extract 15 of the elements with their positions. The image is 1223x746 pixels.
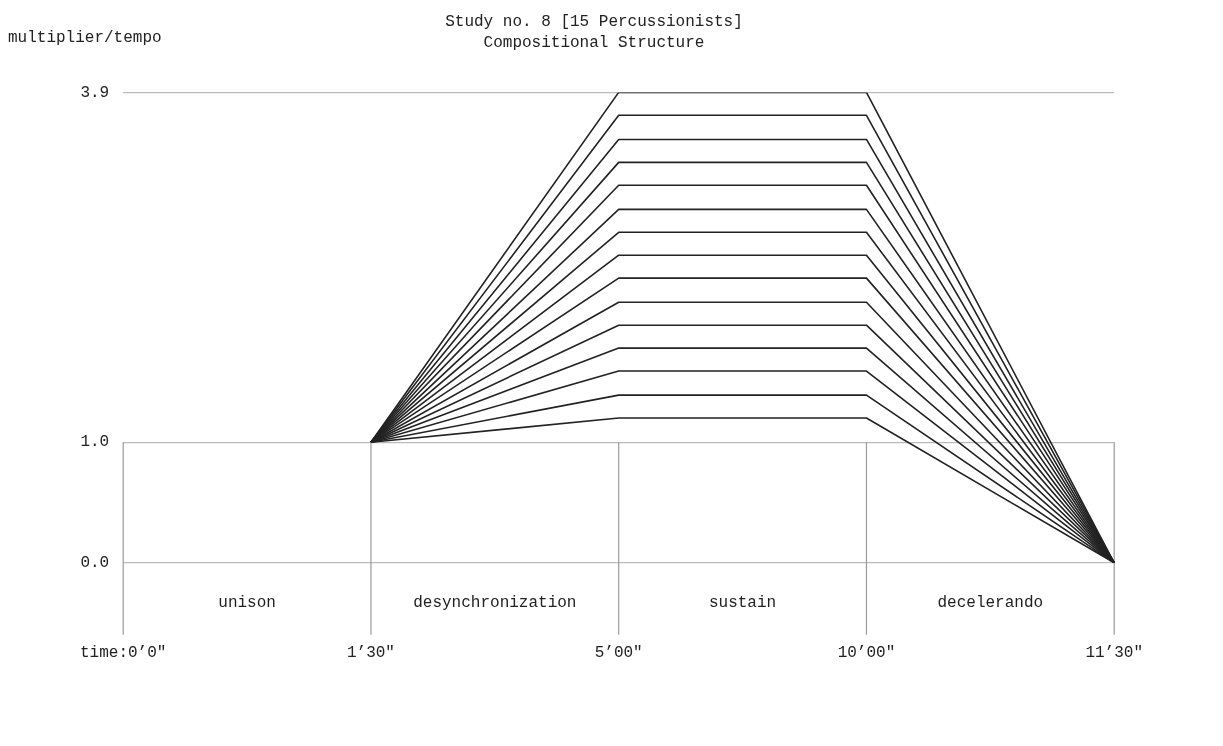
x-tick-label: 1’30″ (346, 643, 395, 662)
chart-title: Study no. 8 [15 Percussionists] (445, 12, 743, 31)
text: decelerando (937, 594, 1044, 613)
x-tick-label: 5’00″ (594, 643, 643, 662)
text: desynchronization (413, 594, 577, 613)
text: unison (218, 594, 276, 613)
y-tick-label: 0.0 (80, 554, 110, 573)
x-tick-label: time:0’0″ (80, 643, 167, 662)
x-tick-label: 11’30″ (1085, 643, 1143, 662)
text: sustain (708, 594, 777, 613)
x-tick-label: 10’00″ (837, 643, 896, 662)
y-tick-label: 3.9 (80, 83, 110, 102)
chart-subtitle: Compositional Structure (483, 34, 705, 53)
y-tick-label: 1.0 (80, 433, 110, 452)
y-axis-title: multiplier/tempo (8, 29, 162, 48)
